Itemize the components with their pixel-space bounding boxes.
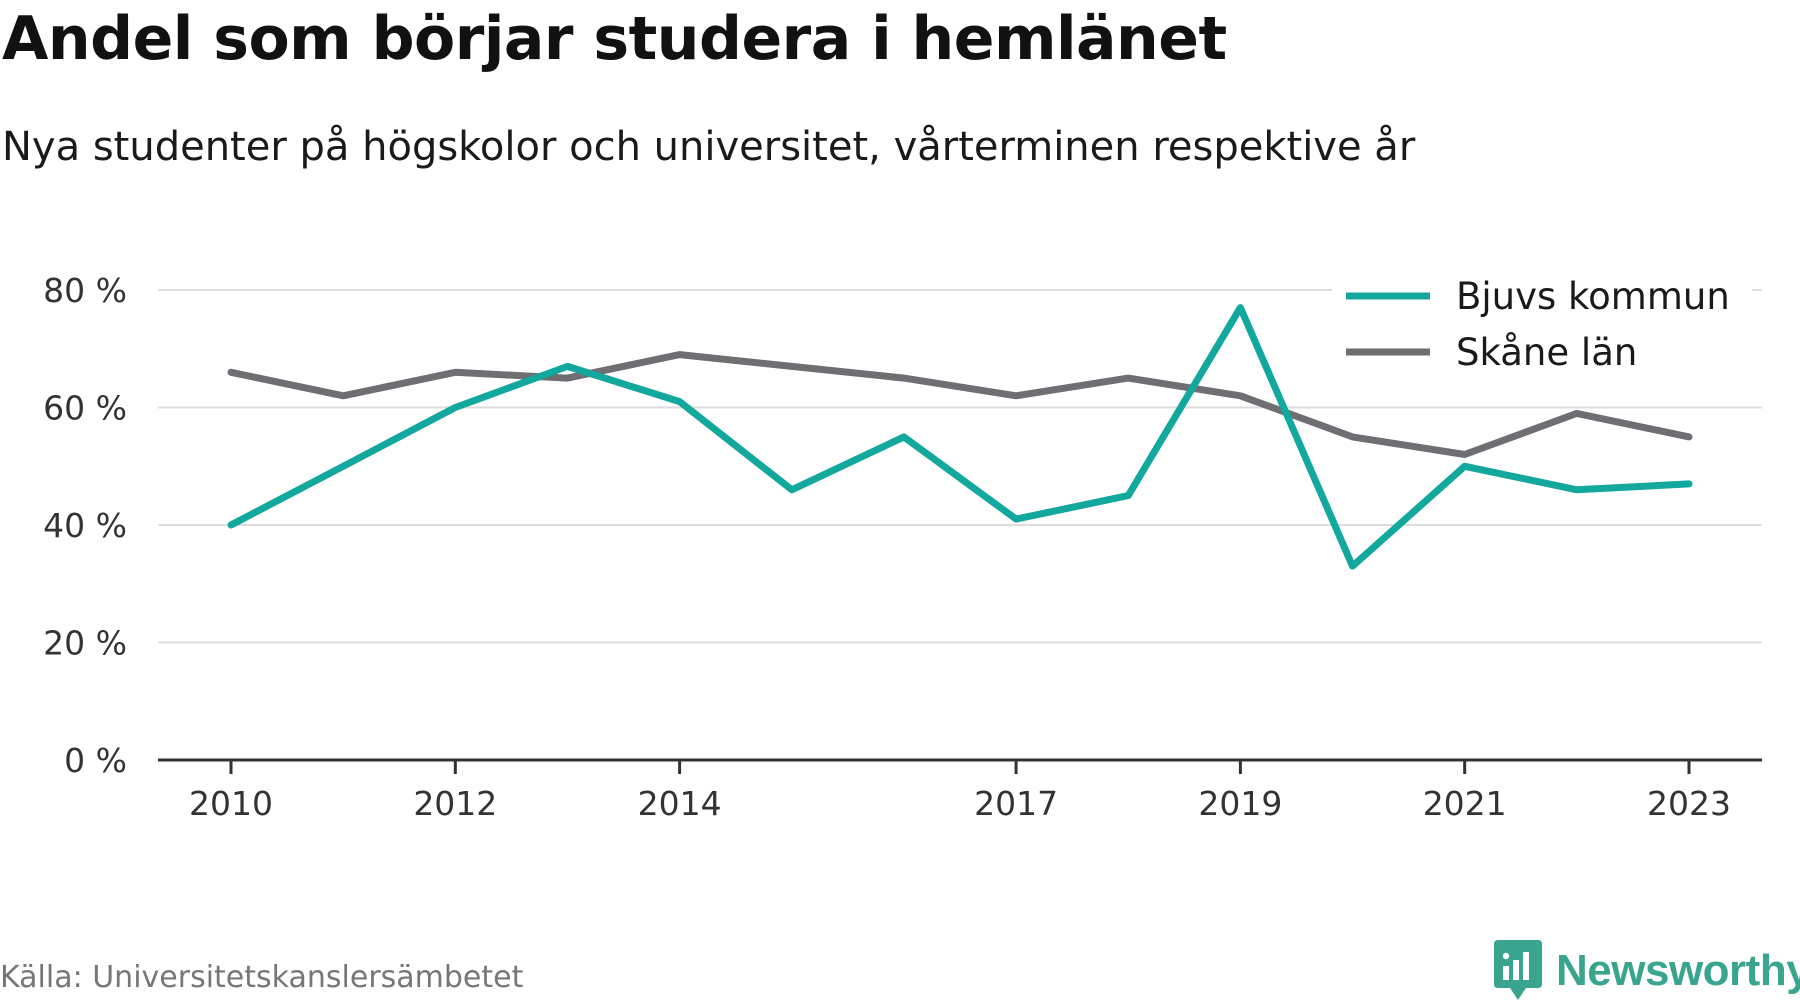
- x-tick-label-2014: 2014: [638, 784, 722, 823]
- y-tick-label-80: 80 %: [43, 271, 127, 310]
- y-tick-label-20: 20 %: [43, 624, 127, 663]
- legend-label-0: Bjuvs kommun: [1456, 275, 1730, 318]
- x-tick-label-2019: 2019: [1198, 784, 1282, 823]
- y-tick-label-0: 0 %: [64, 741, 127, 780]
- legend-background: [1332, 272, 1752, 382]
- series-line-skane: [227, 351, 1693, 458]
- legend-label-1: Skåne län: [1456, 331, 1637, 374]
- legend: Bjuvs kommun Skåne län: [1332, 272, 1752, 382]
- x-axis: 2010 2012 2014 2017 2019 2021 2023: [158, 758, 1762, 823]
- x-tick-label-2017: 2017: [974, 784, 1058, 823]
- x-tick-label-2021: 2021: [1423, 784, 1507, 823]
- chart-subtitle: Nya studenter på högskolor och universit…: [2, 124, 1416, 170]
- y-axis: 0 % 20 % 40 % 60 % 80 %: [43, 271, 127, 780]
- series-line-bjuv: [227, 304, 1693, 570]
- newsworthy-icon: [1494, 940, 1542, 1000]
- y-tick-label-60: 60 %: [43, 389, 127, 428]
- source-note: Källa: Universitetskanslersämbetet: [0, 960, 524, 995]
- brand-name: Newsworthy: [1556, 946, 1800, 995]
- chart-title: Andel som börjar studera i hemlänet: [2, 4, 1227, 74]
- x-tick-label-2023: 2023: [1647, 784, 1731, 823]
- series-lines: [227, 304, 1693, 570]
- y-tick-label-40: 40 %: [43, 506, 127, 545]
- x-tick-label-2010: 2010: [189, 784, 273, 823]
- x-tick-label-2012: 2012: [413, 784, 497, 823]
- brand-logo: Newsworthy: [1494, 940, 1800, 1002]
